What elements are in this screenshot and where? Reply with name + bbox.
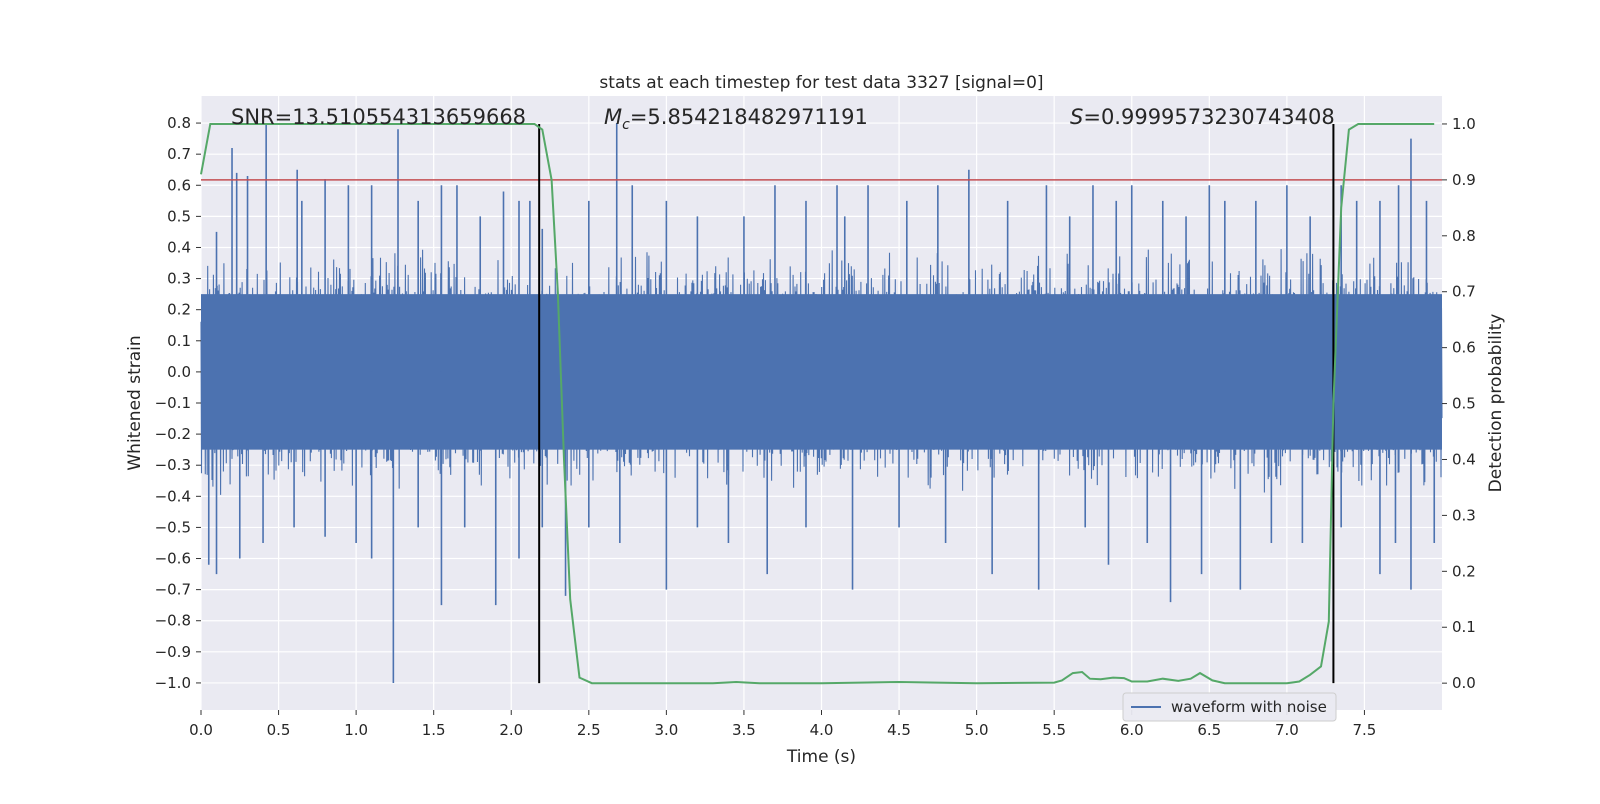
y-tick-label: 0.0 bbox=[167, 363, 191, 381]
y2-tick-label: 0.9 bbox=[1452, 171, 1476, 189]
y-tick-label: 0.7 bbox=[167, 145, 191, 163]
y2-tick-label: 0.0 bbox=[1452, 674, 1476, 692]
chirp-mass-symbol: M bbox=[604, 105, 622, 129]
legend-box bbox=[1122, 692, 1337, 722]
y-tick-label: −0.7 bbox=[155, 581, 191, 599]
x-tick-label: 7.0 bbox=[1275, 721, 1299, 739]
x-axis-ticks: 0.0 0.5 1.0 1.5 2.0 2.5 3.0 3.5 4.0 4.5 5.0 5.5 6.0 6… bbox=[189, 710, 1376, 739]
y-tick-label: −0.1 bbox=[155, 394, 191, 412]
y-tick-label: −0.4 bbox=[155, 487, 191, 505]
x-tick-label: 2.0 bbox=[499, 721, 523, 739]
x-tick-label: 5.5 bbox=[1042, 721, 1066, 739]
chirp-mass-annotation: Mc=5.854218482971191 bbox=[604, 105, 868, 133]
x-tick-label: 6.0 bbox=[1120, 721, 1144, 739]
chart-title: stats at each timestep for test data 332… bbox=[599, 73, 1043, 93]
significance-symbol: S bbox=[1070, 105, 1083, 129]
y2-tick-label: 1.0 bbox=[1452, 115, 1476, 133]
y-tick-label: −0.8 bbox=[155, 612, 191, 630]
probability-line bbox=[200, 123, 1435, 685]
y-axis-label: Whitened strain bbox=[125, 335, 145, 470]
y-tick-label: 0.2 bbox=[167, 301, 191, 319]
y2-tick-label: 0.1 bbox=[1452, 618, 1476, 636]
overlays bbox=[200, 123, 1442, 685]
x-tick-label: 4.0 bbox=[810, 721, 834, 739]
y2-tick-label: 0.7 bbox=[1452, 283, 1476, 301]
x-tick-label: 7.5 bbox=[1353, 721, 1377, 739]
x-tick-label: 1.0 bbox=[344, 721, 368, 739]
significance-value: =0.9999573230743408 bbox=[1083, 105, 1334, 129]
y-tick-label: 0.1 bbox=[167, 332, 191, 350]
x-tick-label: 5.0 bbox=[965, 721, 989, 739]
waveform-core bbox=[201, 294, 1442, 450]
y2-tick-label: 0.2 bbox=[1452, 562, 1476, 580]
y2-tick-label: 0.8 bbox=[1452, 227, 1476, 245]
y-tick-label: 0.4 bbox=[167, 238, 191, 256]
legend: waveform with noise bbox=[1122, 692, 1337, 722]
x-tick-label: 4.5 bbox=[887, 721, 911, 739]
x-tick-label: 0.5 bbox=[267, 721, 291, 739]
x-tick-label: 6.5 bbox=[1197, 721, 1221, 739]
x-tick-label: 1.5 bbox=[422, 721, 446, 739]
waveform-series bbox=[200, 123, 1443, 683]
y-tick-label: 0.5 bbox=[167, 207, 191, 225]
y2-tick-label: 0.3 bbox=[1452, 506, 1476, 524]
y2-tick-label: 0.4 bbox=[1452, 450, 1476, 468]
x-axis-label: Time (s) bbox=[786, 747, 856, 767]
y-tick-label: −0.2 bbox=[155, 425, 191, 443]
y-tick-label: −1.0 bbox=[155, 674, 191, 692]
x-tick-label: 2.5 bbox=[577, 721, 601, 739]
y-tick-label: 0.3 bbox=[167, 270, 191, 288]
y-tick-label: −0.5 bbox=[155, 518, 191, 536]
chirp-mass-subscript: c bbox=[622, 117, 630, 133]
y-tick-label: −0.3 bbox=[155, 456, 191, 474]
y2-axis-label: Detection probability bbox=[1486, 314, 1506, 493]
snr-annotation: SNR=13.510554313659668 bbox=[231, 105, 526, 129]
y-tick-label: −0.6 bbox=[155, 550, 191, 568]
x-tick-label: 3.5 bbox=[732, 721, 756, 739]
y2-axis-ticks: 1.0 0.9 0.8 0.7 0.6 0.5 0.4 0.3 0.2 0.1 0.0 bbox=[1442, 115, 1476, 692]
y2-tick-label: 0.6 bbox=[1452, 339, 1476, 357]
y2-tick-label: 0.5 bbox=[1452, 395, 1476, 413]
x-tick-label: 3.0 bbox=[654, 721, 678, 739]
y-tick-label: 0.8 bbox=[167, 114, 191, 132]
significance-annotation: S=0.9999573230743408 bbox=[1070, 105, 1335, 129]
legend-label: waveform with noise bbox=[1171, 698, 1327, 716]
y-axis-ticks: 0.8 0.7 0.6 0.5 0.4 0.3 0.2 0.1 0.0 −0.1 −0.2 −0.3 −… bbox=[155, 114, 201, 692]
chirp-mass-value: =5.854218482971191 bbox=[630, 105, 868, 129]
y-tick-label: 0.6 bbox=[167, 176, 191, 194]
x-tick-label: 0.0 bbox=[189, 721, 213, 739]
y-tick-label: −0.9 bbox=[155, 643, 191, 661]
